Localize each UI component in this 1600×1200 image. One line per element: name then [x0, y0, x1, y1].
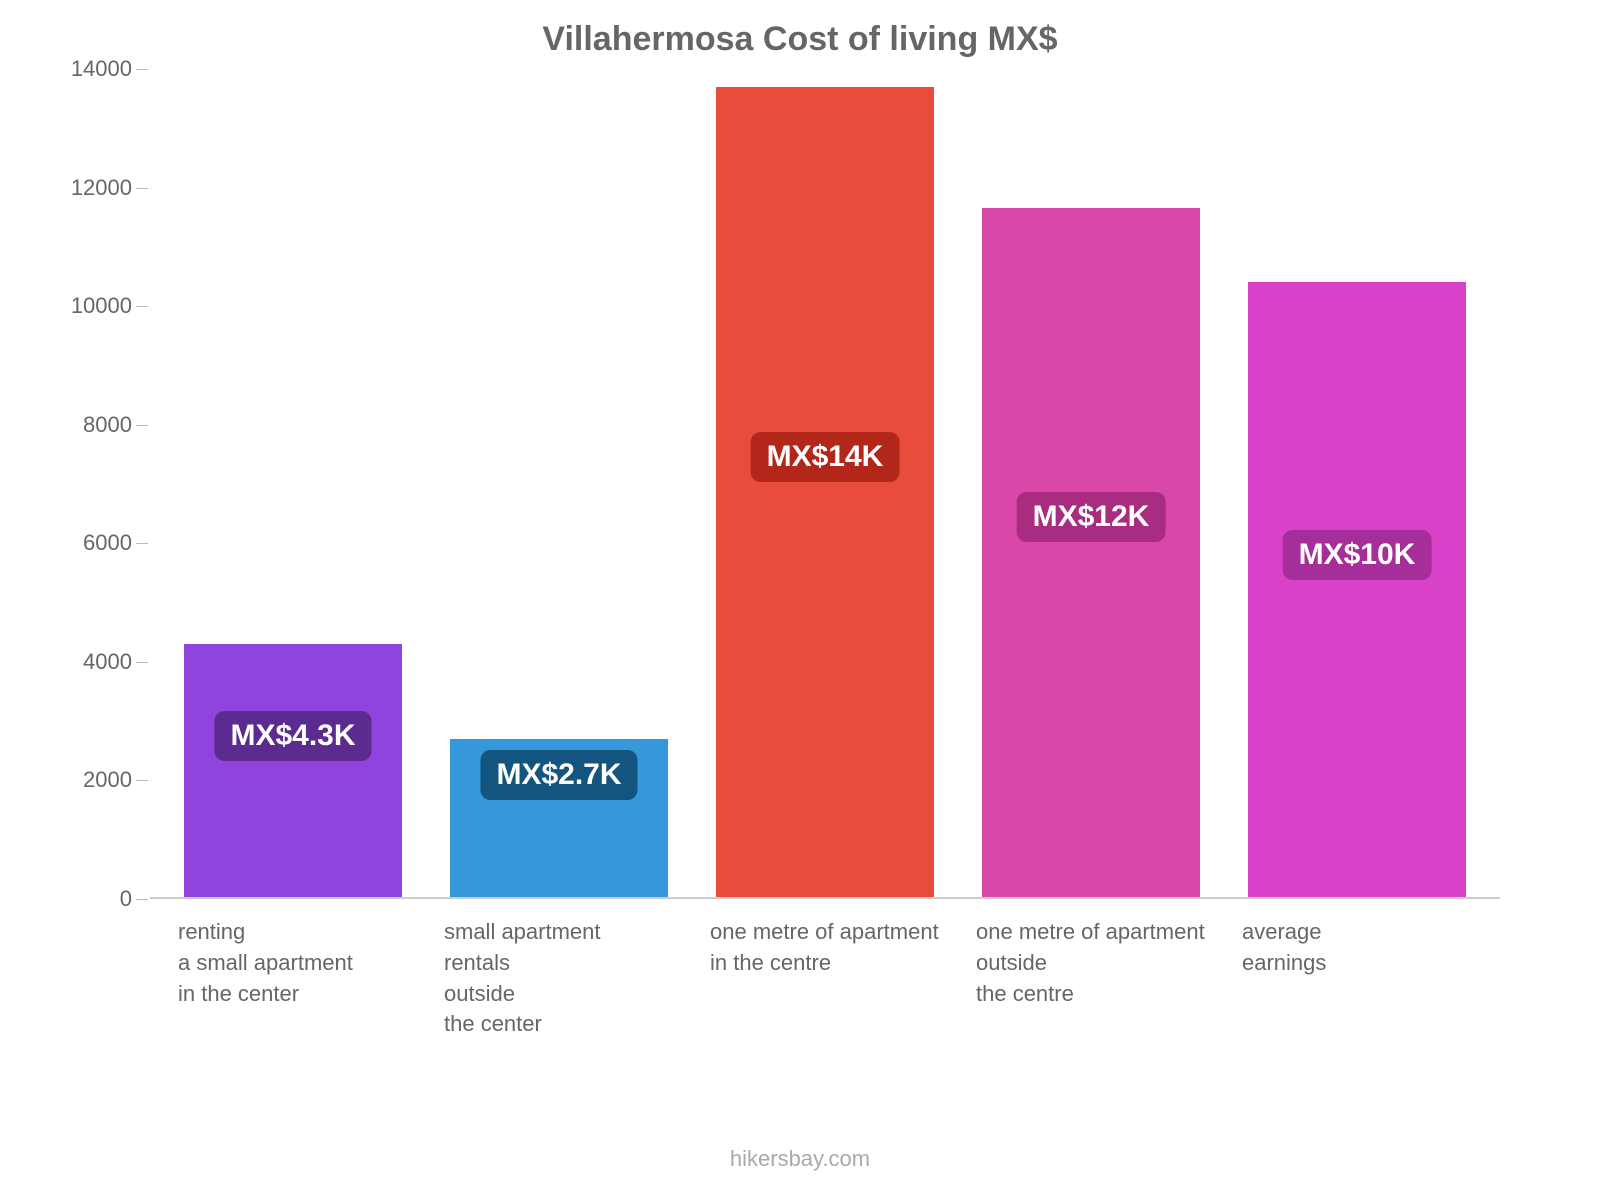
y-tick-label: 0 — [120, 886, 132, 912]
bars-container: MX$4.3K MX$2.7K MX$14K MX$12K MX$10K — [150, 69, 1500, 899]
y-tick — [136, 306, 148, 307]
y-tick — [136, 899, 148, 900]
y-tick-label: 2000 — [83, 767, 132, 793]
value-badge: MX$12K — [1017, 492, 1166, 542]
y-tick-label: 6000 — [83, 530, 132, 556]
bar: MX$10K — [1248, 282, 1466, 899]
y-tick-label: 4000 — [83, 649, 132, 675]
chart-title: Villahermosa Cost of living MX$ — [60, 20, 1540, 59]
x-tick-label-text: one metre of apartmentin the centre — [710, 917, 939, 1040]
x-tick-label-text: rentinga small apartmentin the center — [178, 917, 353, 1040]
chart-container: Villahermosa Cost of living MX$ 02000400… — [60, 20, 1540, 1080]
value-badge: MX$2.7K — [480, 750, 637, 800]
x-tick-label-text: one metre of apartmentoutsidethe centre — [976, 917, 1205, 1040]
y-tick — [136, 780, 148, 781]
value-badge: MX$14K — [751, 432, 900, 482]
x-tick-label: one metre of apartmentoutsidethe centre — [958, 917, 1224, 1040]
y-tick — [136, 425, 148, 426]
x-tick-label: one metre of apartmentin the centre — [692, 917, 958, 1040]
y-tick-label: 14000 — [71, 56, 132, 82]
bar: MX$2.7K — [450, 739, 668, 899]
bar-slot: MX$12K — [958, 69, 1224, 899]
y-tick — [136, 69, 148, 70]
value-badge: MX$10K — [1283, 530, 1432, 580]
y-tick — [136, 188, 148, 189]
y-tick — [136, 662, 148, 663]
x-tick-label-text: small apartmentrentalsoutsidethe center — [444, 917, 601, 1040]
x-tick-label-text: averageearnings — [1242, 917, 1326, 1040]
x-axis-line — [150, 897, 1500, 899]
bar-slot: MX$4.3K — [160, 69, 426, 899]
bar-slot: MX$2.7K — [426, 69, 692, 899]
x-axis-labels: rentinga small apartmentin the center sma… — [150, 899, 1500, 1040]
bar: MX$4.3K — [184, 644, 402, 899]
y-tick-label: 8000 — [83, 412, 132, 438]
y-tick-label: 10000 — [71, 293, 132, 319]
x-tick-label: rentinga small apartmentin the center — [160, 917, 426, 1040]
plot-area: 02000400060008000100001200014000 MX$4.3K… — [150, 69, 1500, 899]
bar-slot: MX$14K — [692, 69, 958, 899]
x-tick-label: averageearnings — [1224, 917, 1490, 1040]
y-tick-label: 12000 — [71, 175, 132, 201]
bar: MX$14K — [716, 87, 934, 899]
bar: MX$12K — [982, 208, 1200, 899]
y-tick — [136, 543, 148, 544]
attribution-text: hikersbay.com — [0, 1146, 1600, 1172]
value-badge: MX$4.3K — [214, 711, 371, 761]
bar-slot: MX$10K — [1224, 69, 1490, 899]
x-tick-label: small apartmentrentalsoutsidethe center — [426, 917, 692, 1040]
